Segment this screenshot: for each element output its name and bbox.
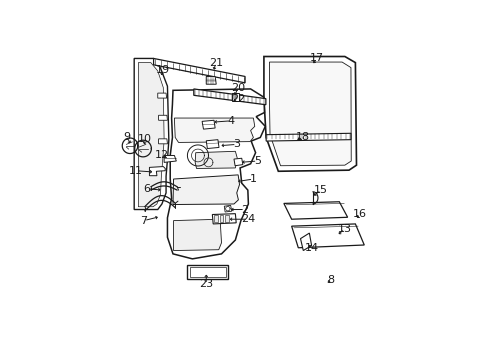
Text: 22: 22 — [230, 94, 245, 104]
Text: 5: 5 — [254, 156, 261, 166]
Polygon shape — [158, 93, 166, 98]
Polygon shape — [206, 76, 216, 84]
Text: 10: 10 — [138, 134, 152, 144]
Text: 20: 20 — [231, 82, 244, 93]
Polygon shape — [149, 167, 165, 176]
Polygon shape — [224, 215, 228, 222]
Polygon shape — [189, 267, 225, 277]
Text: 24: 24 — [240, 214, 254, 224]
Polygon shape — [231, 93, 239, 101]
Polygon shape — [174, 118, 254, 143]
Polygon shape — [158, 115, 167, 120]
Polygon shape — [138, 63, 164, 207]
Text: 2: 2 — [241, 204, 248, 215]
Text: 19: 19 — [156, 64, 170, 75]
Polygon shape — [195, 151, 237, 168]
Text: 17: 17 — [309, 53, 324, 63]
Polygon shape — [264, 57, 356, 171]
Polygon shape — [187, 265, 227, 279]
Polygon shape — [219, 215, 223, 222]
Polygon shape — [193, 89, 265, 105]
Polygon shape — [202, 120, 215, 129]
Text: 21: 21 — [208, 58, 223, 68]
Text: 15: 15 — [314, 185, 327, 195]
Text: 8: 8 — [327, 275, 334, 285]
Text: 18: 18 — [296, 132, 310, 143]
Polygon shape — [265, 133, 350, 141]
Text: 6: 6 — [143, 184, 150, 194]
Polygon shape — [291, 224, 364, 248]
Polygon shape — [158, 139, 167, 144]
Polygon shape — [206, 140, 219, 149]
Text: 11: 11 — [128, 166, 142, 176]
Polygon shape — [134, 58, 168, 210]
Text: 23: 23 — [199, 279, 213, 289]
Polygon shape — [300, 233, 311, 251]
Text: 9: 9 — [123, 132, 131, 143]
Text: 16: 16 — [352, 209, 366, 219]
Polygon shape — [233, 158, 243, 166]
Text: 7: 7 — [140, 216, 147, 226]
Polygon shape — [212, 214, 236, 224]
Polygon shape — [167, 89, 265, 259]
Polygon shape — [224, 205, 231, 212]
Polygon shape — [153, 58, 244, 83]
Polygon shape — [173, 219, 221, 251]
Polygon shape — [173, 175, 239, 204]
Text: 1: 1 — [249, 174, 256, 184]
Polygon shape — [284, 202, 347, 219]
Polygon shape — [269, 62, 350, 166]
Text: 4: 4 — [227, 116, 234, 126]
Text: 14: 14 — [304, 243, 318, 253]
Polygon shape — [214, 215, 218, 222]
Text: 12: 12 — [155, 150, 169, 161]
Polygon shape — [164, 156, 176, 162]
Text: 13: 13 — [337, 224, 351, 234]
Text: 3: 3 — [233, 139, 240, 149]
